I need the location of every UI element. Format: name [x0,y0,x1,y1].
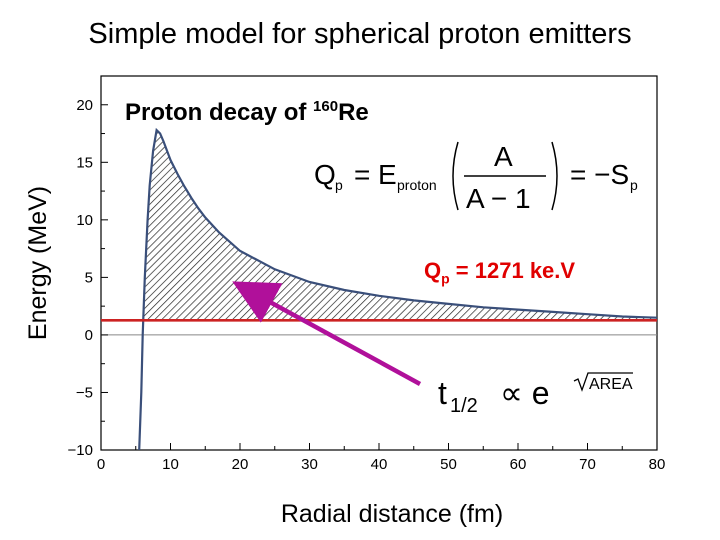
formula-e: E [378,159,397,190]
half-life-relation: t 1/2 ∝ e AREA [438,372,633,417]
x-tick-label: 10 [162,456,179,473]
x-tick-label: 70 [579,456,596,473]
half-life-sub: 1/2 [450,395,478,417]
half-life-t: t [438,375,447,411]
formula-den: A − 1 [466,183,531,214]
hatched-barrier-area [143,130,657,321]
y-tick-label: 0 [85,327,93,344]
y-tick-label: 20 [76,97,93,114]
formula-rhs: = −S [570,159,629,190]
x-tick-label: 60 [510,456,527,473]
x-tick-label: 20 [232,456,249,473]
proton-decay-title: Proton decay of 160Re [123,98,373,127]
y-tick-label: −10 [68,442,93,459]
y-tick-label: 5 [85,269,93,286]
y-tick-label: 10 [76,212,93,229]
x-tick-label: 50 [440,456,457,473]
y-tick-label: −5 [76,384,93,401]
half-life-area: AREA [589,376,633,393]
formula-q: Q [314,159,336,190]
x-tick-label: 0 [97,456,105,473]
y-axis: −10 −5 0 5 10 15 20 [68,97,108,459]
half-life-prop: ∝ e [500,375,550,411]
x-tick-label: 40 [371,456,388,473]
pointer-arrow [232,281,422,386]
x-axis-label: Radial distance (fm) [281,500,503,528]
formula-eq1: = [354,159,370,190]
x-tick-label: 30 [301,456,318,473]
formula-q-sub: p [335,177,343,193]
qp-value-label: Qp = 1271 ke.V [424,258,576,287]
barrier-curve [138,127,658,451]
formula-rhs-sub: p [630,177,638,193]
x-tick-label: 80 [649,456,666,473]
formula-num: A [494,141,513,172]
x-axis: 0 10 20 30 40 50 60 70 80 [97,443,666,473]
y-axis-label: Energy (MeV) [24,186,52,340]
y-tick-label: 15 [76,154,93,171]
formula-e-sub: proton [397,177,437,193]
slide-title: Simple model for spherical proton emitte… [88,18,632,50]
qp-formula: Q p = E proton A A − 1 = −S p [314,141,638,214]
